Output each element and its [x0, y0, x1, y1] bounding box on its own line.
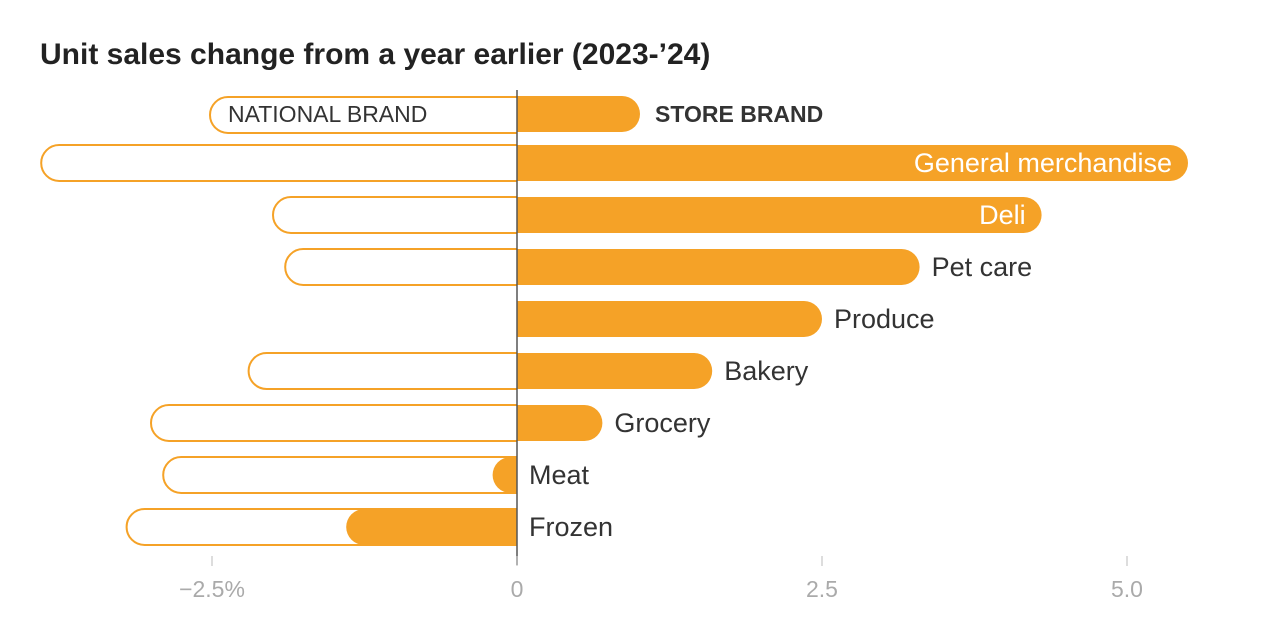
x-tick-label: −2.5% [179, 576, 245, 602]
x-tick-label: 2.5 [806, 576, 838, 602]
legend-label: STORE BRAND [655, 101, 823, 127]
category-label: Meat [529, 460, 590, 490]
category-label: Frozen [529, 512, 613, 542]
bar [492, 457, 517, 493]
category-label: General merchandise [914, 148, 1172, 178]
legend-swatch-store [517, 96, 640, 132]
chart-title: Unit sales change from a year earlier (2… [40, 38, 710, 71]
bar [517, 249, 920, 285]
category-label: Pet care [932, 252, 1033, 282]
x-tick-label: 5.0 [1111, 576, 1143, 602]
bar [40, 144, 517, 182]
bar [517, 197, 1042, 233]
legend-label: NATIONAL BRAND [228, 101, 427, 127]
bar [284, 248, 517, 286]
bar [346, 509, 517, 545]
x-tick-label: 0 [511, 576, 524, 602]
bar [272, 196, 517, 234]
bar [162, 456, 517, 494]
bar [517, 301, 822, 337]
bar [150, 404, 517, 442]
bar [517, 353, 713, 389]
category-label: Bakery [724, 356, 809, 386]
category-label: Produce [834, 304, 935, 334]
legend-swatch-national [209, 96, 517, 134]
category-label: Grocery [614, 408, 711, 438]
category-label: Deli [979, 200, 1026, 230]
bar [517, 145, 1188, 181]
bar [247, 352, 517, 390]
bar [517, 405, 603, 441]
